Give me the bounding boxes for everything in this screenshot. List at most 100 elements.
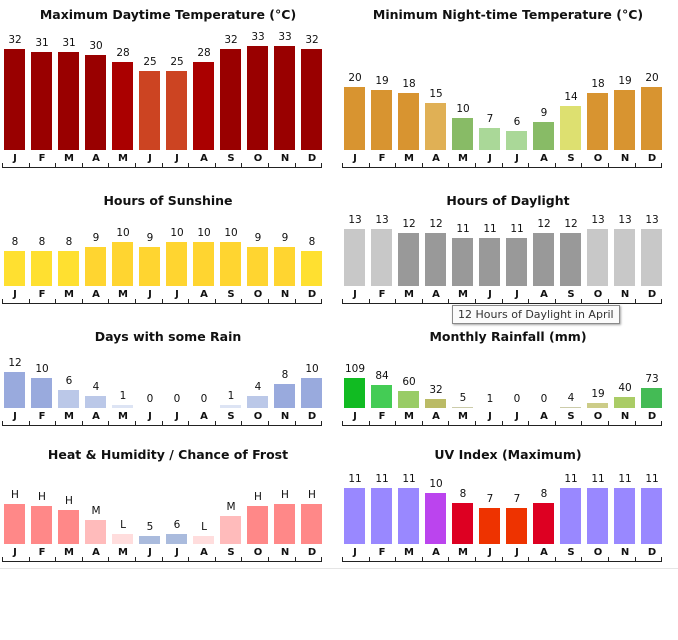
sunshine-bar[interactable] — [301, 251, 322, 286]
sunshine-bar[interactable] — [31, 251, 52, 286]
min-temp-bar[interactable] — [587, 93, 608, 150]
daylight-bar[interactable] — [371, 229, 392, 286]
humidity-bar[interactable] — [166, 534, 187, 544]
rain-days-bar[interactable] — [4, 372, 25, 408]
max-temp-bar[interactable] — [247, 46, 268, 150]
humidity-bar[interactable] — [31, 506, 52, 544]
uv-bar[interactable] — [371, 488, 392, 544]
rainfall-bar[interactable] — [587, 403, 608, 408]
humidity-bar[interactable] — [4, 504, 25, 544]
uv-bar[interactable] — [560, 488, 581, 544]
sunshine-bar[interactable] — [193, 242, 214, 286]
rain-days-bar[interactable] — [58, 390, 79, 408]
humidity-bar[interactable] — [85, 520, 106, 544]
uv-bar[interactable] — [425, 493, 446, 544]
max-temp-bar[interactable] — [274, 46, 295, 150]
daylight-bar[interactable] — [425, 233, 446, 286]
daylight-bar[interactable] — [452, 238, 473, 286]
rainfall-tick — [342, 421, 343, 426]
uv-month-label: J — [353, 547, 357, 558]
daylight-bar[interactable] — [344, 229, 365, 286]
humidity-bar[interactable] — [139, 536, 160, 544]
sunshine-bar[interactable] — [58, 251, 79, 286]
humidity-bar[interactable] — [247, 506, 268, 544]
min-temp-bar[interactable] — [533, 122, 554, 150]
uv-bar[interactable] — [641, 488, 662, 544]
uv-bar[interactable] — [479, 508, 500, 544]
max-temp-bar[interactable] — [139, 71, 160, 150]
sunshine-bar[interactable] — [4, 251, 25, 286]
max-temp-bar[interactable] — [166, 71, 187, 150]
rain-days-bar[interactable] — [112, 405, 133, 408]
sunshine-tick — [268, 299, 269, 304]
rainfall-bar[interactable] — [371, 385, 392, 408]
daylight-bar[interactable] — [587, 229, 608, 286]
sunshine-bar[interactable] — [220, 242, 241, 286]
uv-bar[interactable] — [452, 503, 473, 544]
rain-days-value-label: 10 — [305, 363, 319, 375]
uv-bar[interactable] — [587, 488, 608, 544]
min-temp-value-label: 19 — [375, 75, 389, 87]
humidity-bar[interactable] — [220, 516, 241, 544]
min-temp-bar[interactable] — [614, 90, 635, 150]
min-temp-bar[interactable] — [425, 103, 446, 150]
min-temp-bar[interactable] — [344, 87, 365, 150]
max-temp-bar[interactable] — [31, 52, 52, 150]
humidity-bar[interactable] — [274, 504, 295, 544]
rainfall-bar[interactable] — [452, 407, 473, 408]
min-temp-bar[interactable] — [641, 87, 662, 150]
rainfall-bar[interactable] — [344, 378, 365, 408]
min-temp-bar[interactable] — [452, 118, 473, 150]
sunshine-bar[interactable] — [139, 247, 160, 286]
min-temp-bar[interactable] — [560, 106, 581, 150]
daylight-bar[interactable] — [398, 233, 419, 286]
rainfall-bar[interactable] — [641, 388, 662, 408]
sunshine-bar[interactable] — [112, 242, 133, 286]
uv-bar[interactable] — [506, 508, 527, 544]
rain-days-bar[interactable] — [274, 384, 295, 408]
max-temp-tick — [188, 163, 190, 168]
daylight-bar[interactable] — [506, 238, 527, 286]
humidity-bar[interactable] — [301, 504, 322, 544]
rain-days-bar[interactable] — [31, 378, 52, 408]
sunshine-bar[interactable] — [274, 247, 295, 286]
min-temp-bar[interactable] — [479, 128, 500, 150]
max-temp-bar[interactable] — [4, 49, 25, 150]
daylight-bar[interactable] — [533, 233, 554, 286]
max-temp-bar[interactable] — [112, 62, 133, 150]
rain-days-bar[interactable] — [301, 378, 322, 408]
min-temp-bar[interactable] — [506, 131, 527, 150]
sunshine-bar[interactable] — [85, 247, 106, 286]
rain-days-bar[interactable] — [247, 396, 268, 408]
uv-bar[interactable] — [398, 488, 419, 544]
sunshine-tick — [161, 299, 163, 304]
daylight-bar[interactable] — [641, 229, 662, 286]
humidity-bar[interactable] — [112, 534, 133, 544]
daylight-bar[interactable] — [479, 238, 500, 286]
uv-bar[interactable] — [533, 503, 554, 544]
max-temp-bar[interactable] — [220, 49, 241, 150]
min-temp-bar[interactable] — [371, 90, 392, 150]
rainfall-bar[interactable] — [398, 391, 419, 408]
max-temp-bar[interactable] — [193, 62, 214, 150]
rainfall-bar[interactable] — [614, 397, 635, 408]
max-temp-bar[interactable] — [85, 55, 106, 150]
humidity-bar[interactable] — [58, 510, 79, 544]
humidity-bar[interactable] — [193, 536, 214, 544]
rainfall-bar[interactable] — [425, 399, 446, 408]
rain-days-bar[interactable] — [220, 405, 241, 408]
sunshine-bar[interactable] — [247, 247, 268, 286]
rainfall-value-label: 4 — [567, 392, 575, 404]
max-temp-bar[interactable] — [301, 49, 322, 150]
humidity-month-label: F — [38, 547, 46, 558]
rain-days-bar[interactable] — [85, 396, 106, 408]
min-temp-bar[interactable] — [398, 93, 419, 150]
uv-bar[interactable] — [614, 488, 635, 544]
daylight-bar[interactable] — [614, 229, 635, 286]
max-temp-bar[interactable] — [58, 52, 79, 150]
min-temp-tick — [368, 163, 370, 168]
rainfall-bar[interactable] — [560, 407, 581, 408]
uv-bar[interactable] — [344, 488, 365, 544]
daylight-bar[interactable] — [560, 233, 581, 286]
sunshine-bar[interactable] — [166, 242, 187, 286]
